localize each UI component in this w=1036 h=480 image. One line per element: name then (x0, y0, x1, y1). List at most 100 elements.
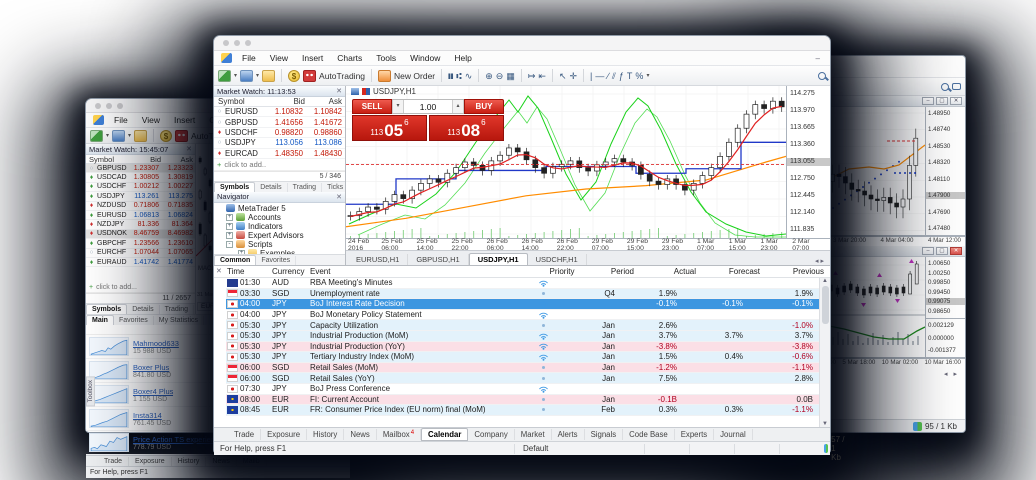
market-watch-row[interactable]: ♦ NZDUSD 0.71806 0.71835 (86, 202, 195, 211)
click-to-add-row[interactable]: + click to add.. (214, 159, 345, 171)
calendar-column-header[interactable]: Previous (792, 267, 824, 276)
line-chart-icon[interactable]: ∿ (464, 70, 473, 81)
expand-toggle-icon[interactable]: + (226, 222, 233, 230)
search-icon[interactable] (941, 82, 949, 91)
signal-name-link[interactable]: Mahmood633 (133, 338, 179, 348)
calendar-row[interactable]: 03:30 SGD Unemployment rate Q4 (226, 288, 819, 300)
calendar-row[interactable]: 05:30 JPY Industrial Production (YoY) Ja… (226, 341, 819, 353)
connection-status[interactable]: 57 / 1 Kb (824, 435, 854, 462)
calendar-row[interactable]: 08:00 EUR FI: Current Account Jan (226, 394, 819, 406)
folder-icon[interactable] (134, 129, 148, 142)
window-dot-icon[interactable] (245, 40, 251, 46)
profiles-icon[interactable] (240, 69, 254, 82)
signal-name-link[interactable]: Boxer4 Plus (133, 386, 174, 396)
calendar-row[interactable]: 04:00 JPY BoJ Interest Rate Decision (226, 299, 819, 310)
folder-icon[interactable] (262, 69, 276, 82)
new-chart-icon[interactable] (90, 129, 103, 142)
restore-icon[interactable]: ▢ (936, 247, 948, 255)
close-icon[interactable]: ✕ (336, 88, 342, 95)
toolbox-tab[interactable]: News (344, 429, 377, 440)
market-watch-row[interactable]: ♦ USDJPY 113.261 113.275 (86, 192, 195, 202)
calendar-row[interactable]: 06:00 SGD Retail Sales (MoM) Jan (226, 362, 819, 374)
crosshair-icon[interactable]: ✛ (569, 70, 578, 81)
tab-scroll-arrows[interactable]: ◂ ▸ (815, 258, 824, 265)
col-symbol[interactable]: Symbol (218, 97, 245, 106)
panel-tab[interactable]: Favorites (114, 316, 154, 325)
chevron-down-icon[interactable]: ▾ (128, 133, 132, 139)
market-watch-row[interactable]: ○ USDJPY 113.056 113.086 (214, 138, 345, 149)
toolbox-tab[interactable]: Journal (714, 429, 753, 440)
volume-value[interactable]: 1.00 (419, 101, 437, 112)
toolbox-tab[interactable]: Signals (585, 429, 624, 440)
market-watch-row[interactable]: ○ GBPUSD 1.41656 1.41672 (214, 117, 345, 128)
window-dot-icon[interactable] (223, 40, 229, 46)
navigator-tree-item[interactable]: + Expert Advisors (226, 230, 304, 240)
close-icon[interactable]: ✕ (950, 97, 962, 105)
chevron-down-icon[interactable]: ▾ (234, 73, 238, 79)
panel-tab[interactable]: My Statistics (154, 316, 205, 325)
market-watch-row[interactable]: ♦ USDCAD 1.30805 1.30819 (86, 173, 195, 183)
volume-stepper[interactable]: ▾ 1.00 ▴ (392, 99, 464, 114)
toolbox-tab[interactable]: Mailb (237, 456, 267, 466)
toolbox-tab[interactable]: Trade (98, 456, 130, 466)
calendar-row[interactable]: 05:30 JPY Industrial Production (MoM) Ja… (226, 330, 819, 342)
calendar-column-header[interactable]: Priority (549, 267, 575, 276)
panel-tab[interactable]: Common (214, 255, 257, 265)
buy-price-box[interactable]: 113 08 6 (429, 115, 504, 141)
market-watch-row[interactable]: ♦ EURAUD 1.41742 1.41774 (86, 258, 195, 268)
menu-item[interactable]: View (141, 115, 160, 125)
market-watch-row[interactable]: ○ EURUSD 1.10832 1.10842 (214, 107, 345, 118)
chevron-down-icon[interactable]: ▾ (256, 73, 260, 79)
toolbox-tab[interactable]: Trade (228, 429, 262, 440)
autoscroll-icon[interactable]: ↦ (527, 70, 536, 81)
buy-button[interactable]: BUY (464, 99, 504, 114)
market-watch-row[interactable]: ♦ EURCAD 1.48350 1.48430 (214, 149, 345, 159)
close-icon[interactable]: ✕ (336, 193, 342, 201)
col-bid[interactable]: Bid (150, 154, 161, 164)
toolbox-tab[interactable]: News (206, 456, 237, 466)
toolbox-tab[interactable]: Experts (675, 429, 715, 440)
autotrading-button[interactable]: AutoTrading (319, 70, 366, 81)
toolbox-vertical-tab[interactable]: Toolbox (86, 375, 95, 406)
calendar-column-header[interactable]: Period (610, 267, 634, 276)
market-watch-row[interactable]: ○ EURCHF 1.07044 1.07065 (86, 249, 195, 258)
chart-tab[interactable]: USDJPY,H1 (468, 253, 528, 265)
text-tool-icon[interactable]: T (626, 70, 633, 81)
profiles-icon[interactable] (112, 129, 126, 142)
expand-toggle-icon[interactable]: - (226, 240, 233, 248)
calendar-scrollbar[interactable]: ▲ ▼ (819, 278, 830, 427)
col-ask[interactable]: Ask (328, 97, 342, 106)
panel-tab[interactable]: Trading (160, 305, 195, 314)
trendline-icon[interactable]: ∕ (607, 70, 609, 81)
scrollbar-thumb[interactable] (821, 286, 829, 324)
menu-item[interactable]: Insert (173, 115, 196, 125)
new-order-icon[interactable] (378, 69, 392, 82)
child-minimize-button[interactable]: – (815, 53, 820, 63)
toolbox-tab[interactable]: Exposure (261, 429, 308, 440)
channel-icon[interactable]: ⫽ (611, 70, 616, 81)
sell-button[interactable]: SELL (352, 99, 392, 114)
expand-toggle-icon[interactable] (216, 204, 223, 212)
panel-tab[interactable]: Symbols (214, 181, 256, 192)
market-watch-row[interactable]: ○ GBPUSD 1.23307 1.23323 (86, 164, 195, 174)
window-dot-icon[interactable] (234, 40, 240, 46)
horizontal-line-icon[interactable]: — (595, 70, 605, 81)
new-order-button[interactable]: New Order (394, 70, 436, 81)
close-icon[interactable]: ✕ (216, 268, 222, 275)
panel-tab[interactable]: Symbols (86, 304, 128, 314)
calendar-row[interactable]: 04:00 JPY BoJ Monetary Policy Statement (226, 309, 819, 321)
calendar-row[interactable]: 07:30 JPY BoJ Press Conference (226, 383, 819, 395)
menu-item[interactable]: File (114, 115, 128, 125)
sell-price-box[interactable]: 113 05 6 (352, 115, 427, 141)
navigator-tree-item[interactable]: + Accounts (226, 212, 281, 222)
shapes-icon[interactable]: % (635, 70, 644, 81)
toolbox-tab[interactable]: History (307, 429, 345, 440)
market-watch-row[interactable]: ♦ USDNOK 8.46759 8.46982 (86, 229, 195, 240)
market-watch-row[interactable]: ♦ EURUSD 1.06813 1.06824 (86, 211, 195, 221)
autotrading-robot-icon[interactable] (303, 69, 317, 82)
toolbox-tab[interactable]: Alerts (552, 429, 585, 440)
menu-item[interactable]: View (269, 53, 288, 63)
scroll-up-icon[interactable]: ▲ (822, 278, 828, 284)
autotrading-robot-icon[interactable] (175, 129, 189, 142)
chart-tab[interactable]: USDCHF,H1 (528, 254, 587, 265)
